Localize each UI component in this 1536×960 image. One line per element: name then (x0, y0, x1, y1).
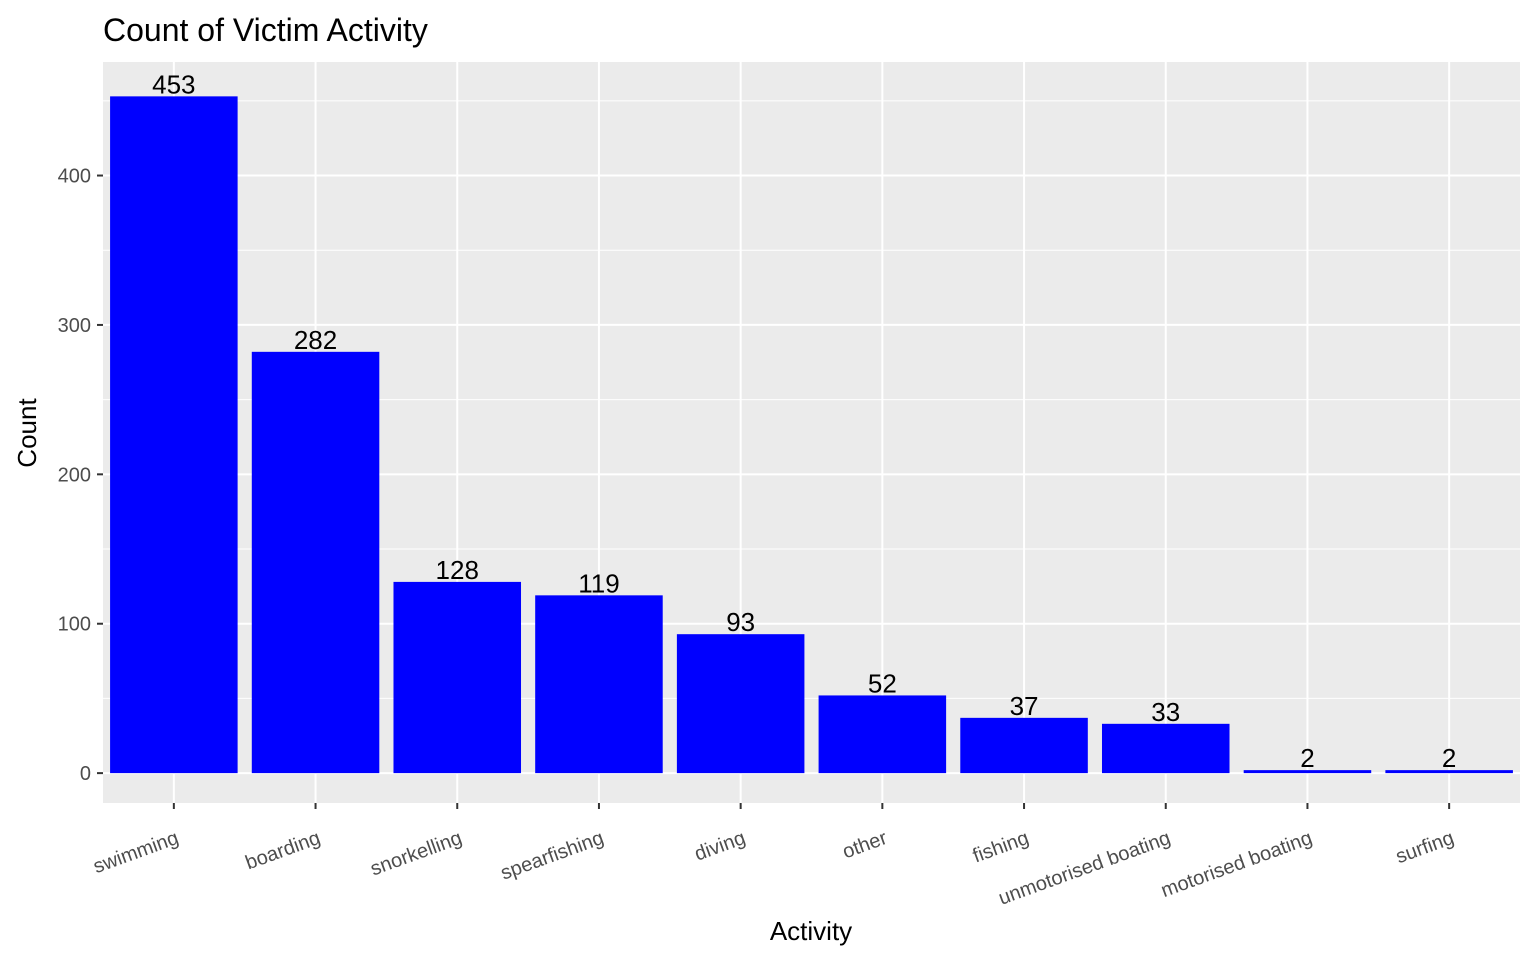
bar-spearfishing (535, 595, 663, 774)
y-tick-label: 100 (58, 614, 91, 636)
data-label: 52 (868, 668, 897, 698)
bar-unmotorised-boating (1101, 723, 1230, 774)
data-label: 2 (1442, 743, 1456, 773)
y-tick-label: 300 (58, 315, 91, 337)
data-label: 93 (726, 607, 755, 637)
x-tick-label: snorkelling (368, 827, 465, 880)
x-tick-label: swimming (90, 827, 181, 878)
x-tick-label: other (840, 827, 891, 863)
y-tick-label: 400 (58, 166, 91, 188)
data-label: 33 (1151, 697, 1180, 727)
x-tick-label: motorised boating (1158, 827, 1315, 902)
bar-other (818, 695, 947, 774)
y-tick-label: 0 (80, 763, 91, 785)
bar-motorised-boating (1243, 770, 1372, 774)
x-axis: swimming boarding snorkelling spearfishing d… (90, 803, 1457, 910)
x-tick-label: fishing (970, 827, 1032, 867)
data-label: 119 (578, 568, 619, 598)
y-tick-label: 200 (58, 464, 91, 486)
bar-swimming (110, 96, 238, 774)
bar-fishing (960, 717, 1088, 774)
data-label: 37 (1010, 691, 1039, 721)
chart-title: Count of Victim Activity (103, 12, 428, 48)
x-tick-label: surfing (1393, 827, 1457, 868)
data-label: 2 (1300, 743, 1314, 773)
data-label: 453 (152, 69, 195, 99)
x-tick-label: boarding (243, 827, 324, 874)
x-axis-title: Activity (770, 916, 852, 946)
x-tick-label: spearfishing (498, 827, 607, 885)
bar-boarding (251, 351, 380, 774)
y-axis-title: Count (12, 398, 42, 468)
y-axis: 0 100 200 300 400 (58, 166, 103, 785)
bars (110, 96, 1513, 774)
bar-diving (676, 634, 805, 774)
x-tick-label: diving (692, 827, 749, 866)
bar-surfing (1385, 770, 1513, 774)
data-label: 128 (436, 555, 479, 585)
data-labels: 453 282 128 119 93 52 37 33 2 2 (152, 69, 1456, 773)
data-label: 282 (294, 325, 337, 355)
bar-snorkelling (393, 581, 522, 774)
